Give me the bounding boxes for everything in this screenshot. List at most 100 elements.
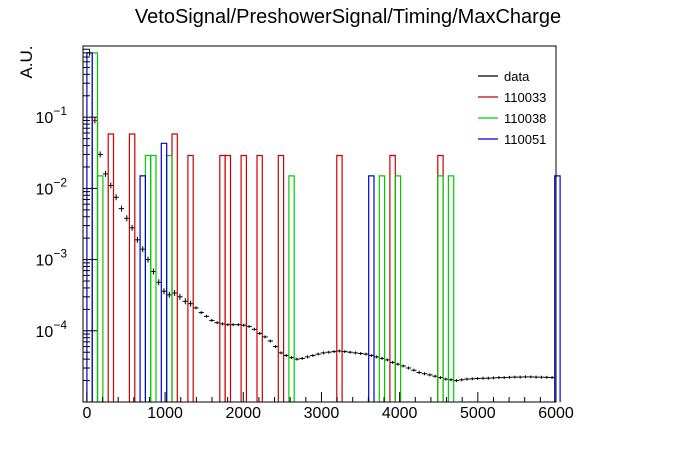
data-point-56 bbox=[384, 358, 390, 362]
data-point-75 bbox=[485, 376, 491, 380]
data-point-77 bbox=[496, 376, 502, 380]
x-tick-label-2000: 2000 bbox=[225, 405, 261, 422]
bin-110033-9 bbox=[277, 154, 285, 402]
x-tick-label-1000: 1000 bbox=[147, 405, 183, 422]
data-point-38 bbox=[288, 356, 295, 360]
data-point-2 bbox=[97, 151, 103, 158]
data-point-36 bbox=[278, 351, 284, 355]
bin-110051-2 bbox=[160, 142, 168, 402]
legend-entry-110051: 110051 bbox=[478, 132, 546, 147]
data-point-17 bbox=[177, 293, 183, 300]
data-point-61 bbox=[411, 368, 417, 372]
data-point-24 bbox=[214, 321, 220, 325]
y-tick-label-−1: 10−1 bbox=[36, 104, 68, 127]
data-point-87 bbox=[549, 376, 555, 379]
bin-110038-2 bbox=[144, 154, 152, 402]
data-point-12 bbox=[150, 268, 156, 275]
y-tick-label-−4: 10−4 bbox=[36, 318, 68, 341]
data-point-19 bbox=[187, 300, 194, 307]
data-point-32 bbox=[257, 331, 263, 335]
data-point-78 bbox=[501, 376, 507, 380]
data-point-13 bbox=[156, 279, 162, 286]
x-tick-label-4000: 4000 bbox=[382, 405, 418, 422]
data-point-71 bbox=[464, 377, 470, 381]
bin-110033-11 bbox=[389, 154, 396, 402]
data-point-55 bbox=[379, 356, 385, 360]
legend-entry-110033: 110033 bbox=[478, 90, 546, 105]
data-point-28 bbox=[235, 323, 242, 327]
bin-110033-12 bbox=[437, 154, 444, 402]
plot-frame bbox=[82, 45, 557, 403]
bin-110038-0 bbox=[91, 52, 99, 402]
data-point-85 bbox=[538, 375, 545, 379]
data-point-7 bbox=[124, 215, 130, 222]
data-point-68 bbox=[448, 378, 454, 382]
data-point-58 bbox=[395, 362, 401, 366]
data-point-33 bbox=[262, 335, 268, 339]
bin-110033-7 bbox=[240, 154, 247, 402]
data-point-5 bbox=[113, 194, 119, 201]
bin-110038-9 bbox=[447, 175, 455, 402]
data-point-45 bbox=[326, 350, 332, 354]
legend-entry-110038: 110038 bbox=[478, 111, 546, 126]
data-point-60 bbox=[405, 366, 412, 370]
data-point-86 bbox=[544, 375, 550, 379]
bin-110038-7 bbox=[394, 175, 402, 402]
data-point-11 bbox=[145, 256, 151, 263]
x-tick-label-0: 0 bbox=[82, 405, 91, 422]
data-point-40 bbox=[299, 356, 305, 360]
data-point-14 bbox=[161, 288, 167, 295]
legend-entry-data: data bbox=[478, 69, 530, 84]
data-point-8 bbox=[129, 224, 135, 231]
bin-110038-3 bbox=[150, 154, 157, 402]
data-point-25 bbox=[219, 322, 226, 326]
data-point-22 bbox=[203, 314, 210, 318]
data-point-83 bbox=[528, 375, 534, 379]
bin-110033-4 bbox=[187, 154, 194, 402]
bin-110038-5 bbox=[288, 175, 295, 402]
data-point-21 bbox=[198, 311, 204, 315]
data-point-34 bbox=[267, 339, 273, 343]
data-point-63 bbox=[421, 372, 428, 376]
data-point-84 bbox=[533, 375, 539, 379]
data-point-62 bbox=[416, 371, 422, 374]
data-point-41 bbox=[304, 355, 311, 359]
data-point-37 bbox=[283, 354, 289, 357]
chart-title: VetoSignal/PreshowerSignal/Timing/MaxCha… bbox=[135, 6, 561, 28]
data-point-30 bbox=[246, 325, 252, 328]
data-point-73 bbox=[475, 377, 481, 380]
axes: 0 1000 2000 3000 4000 5000 6000 10−1 10−2 10−3 10−… bbox=[36, 45, 574, 422]
y-tick-label-−2: 10−2 bbox=[36, 175, 68, 198]
data-point-72 bbox=[469, 377, 475, 381]
bin-110033-5 bbox=[219, 154, 226, 402]
data-point-51 bbox=[358, 352, 364, 355]
bin-110033-1 bbox=[107, 133, 115, 402]
bin-110051-0 bbox=[86, 52, 93, 402]
data-point-49 bbox=[347, 350, 353, 354]
data-point-26 bbox=[225, 323, 231, 327]
data-point-82 bbox=[522, 375, 529, 379]
x-tick-label-3000: 3000 bbox=[304, 405, 340, 422]
bin-110051-4 bbox=[554, 175, 561, 402]
data-point-67 bbox=[443, 377, 449, 381]
bin-110038-6 bbox=[378, 175, 386, 402]
data-point-39 bbox=[294, 357, 300, 361]
data-point-46 bbox=[331, 350, 337, 354]
legend-label: 110038 bbox=[504, 111, 546, 126]
bin-110033-10 bbox=[336, 154, 343, 402]
bin-110033-3 bbox=[171, 133, 178, 402]
data-point-53 bbox=[368, 354, 374, 357]
series-110033 bbox=[91, 119, 444, 402]
legend-label: 110033 bbox=[504, 90, 546, 105]
data-point-66 bbox=[437, 376, 444, 380]
data-point-74 bbox=[480, 376, 486, 380]
data-point-4 bbox=[108, 182, 114, 189]
series-110051 bbox=[86, 52, 561, 402]
data-point-20 bbox=[193, 306, 199, 310]
bin-110051-1 bbox=[139, 175, 146, 402]
series-data bbox=[86, 49, 555, 383]
legend-label: data bbox=[504, 69, 530, 84]
data-point-57 bbox=[389, 360, 396, 364]
bin-110033-8 bbox=[256, 154, 263, 402]
